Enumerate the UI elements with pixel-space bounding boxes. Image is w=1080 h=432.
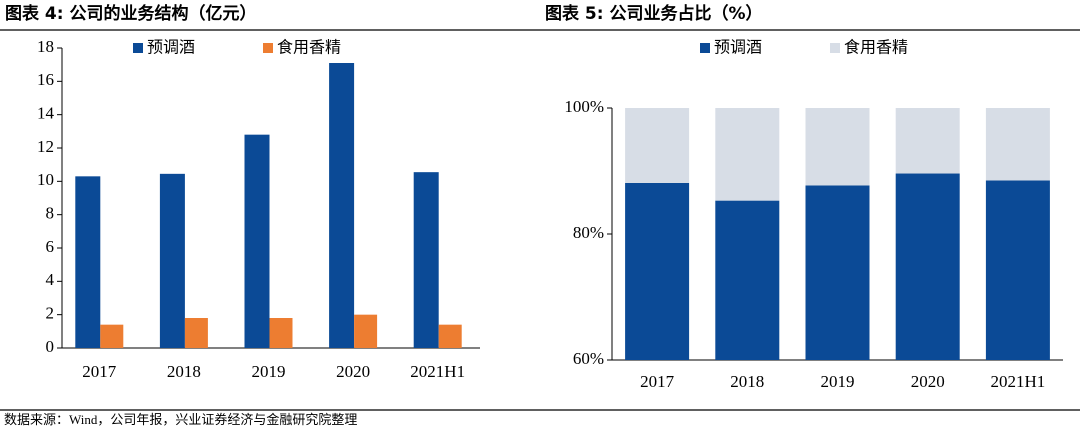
source: 数据来源：Wind，公司年报，兴业证券经济与金融研究院整理 — [4, 412, 357, 427]
y-tick-label: 60% — [573, 349, 604, 368]
x-tick-label: 2021H1 — [991, 372, 1046, 391]
x-tick-label: 2018 — [167, 362, 201, 381]
legend-swatch — [830, 43, 840, 53]
x-tick-label: 2018 — [730, 372, 764, 391]
y-tick-label: 100% — [564, 97, 604, 116]
y-tick-label: 2 — [46, 304, 55, 323]
y-tick-label: 12 — [37, 137, 54, 156]
bar — [438, 324, 462, 348]
bar-segment — [895, 108, 960, 174]
bar — [75, 176, 101, 348]
x-tick-label: 2019 — [252, 362, 286, 381]
legend-swatch — [133, 43, 143, 53]
x-tick-label: 2017 — [82, 362, 117, 381]
bar — [329, 63, 355, 348]
bar — [184, 318, 208, 348]
bar-segment — [625, 182, 690, 360]
bar-segment — [805, 185, 870, 360]
bar-segment — [805, 108, 870, 186]
bar-segment — [715, 200, 780, 360]
y-tick-label: 4 — [46, 270, 55, 289]
bar — [354, 314, 378, 348]
legend-label: 预调酒 — [714, 38, 762, 57]
bar — [269, 318, 293, 348]
legend-label: 食用香精 — [277, 38, 341, 57]
y-tick-label: 0 — [46, 337, 55, 356]
bar-segment — [625, 108, 690, 183]
bar — [159, 173, 185, 348]
bar-segment — [985, 180, 1050, 360]
bar-segment — [715, 108, 780, 201]
x-tick-label: 2020 — [336, 362, 370, 381]
x-tick-label: 2020 — [911, 372, 945, 391]
bar — [413, 172, 439, 348]
chart-title: 图表 4: 公司的业务结构（亿元） — [5, 3, 256, 24]
x-tick-label: 2017 — [640, 372, 675, 391]
y-tick-label: 6 — [46, 237, 55, 256]
legend-swatch — [263, 43, 273, 53]
chart-title: 图表 5: 公司业务占比（%） — [545, 3, 763, 24]
legend-label: 食用香精 — [844, 38, 908, 57]
y-tick-label: 8 — [46, 204, 55, 223]
bar — [244, 134, 270, 348]
y-tick-label: 14 — [37, 104, 55, 123]
y-tick-label: 16 — [37, 70, 54, 89]
y-tick-label: 18 — [37, 37, 54, 56]
bar — [100, 324, 124, 348]
x-tick-label: 2021H1 — [410, 362, 465, 381]
legend-label: 预调酒 — [147, 38, 195, 57]
x-tick-label: 2019 — [821, 372, 855, 391]
y-tick-label: 80% — [573, 223, 604, 242]
legend-swatch — [700, 43, 710, 53]
y-tick-label: 10 — [37, 170, 54, 189]
bar-segment — [895, 173, 960, 360]
bar-segment — [985, 108, 1050, 181]
